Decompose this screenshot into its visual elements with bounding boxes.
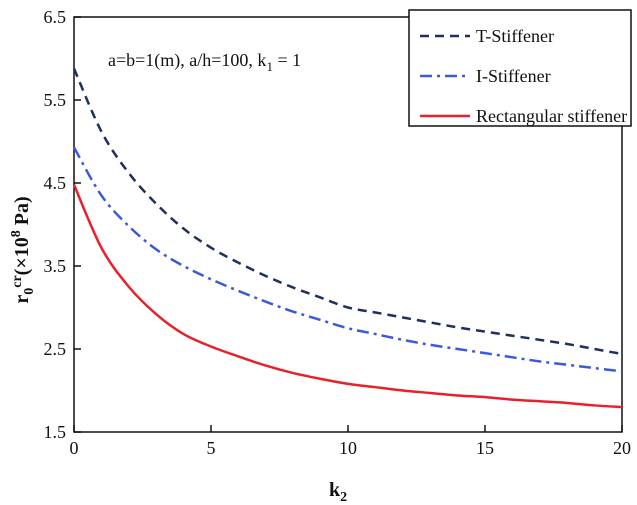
legend-label-i-stiffener: I-Stiffener [476,66,551,86]
x-tick-label: 10 [339,438,357,458]
series-line-i-stiffener [72,146,623,373]
x-tick-label: 15 [476,438,494,458]
legend: T-Stiffener I-Stiffener Rectangular stiffe… [408,9,632,127]
x-tick-label: 0 [70,438,79,458]
x-axis-title: k2 [329,479,347,505]
y-tick-label: 6.5 [44,7,67,27]
y-tick-label: 1.5 [44,422,67,442]
y-tick-label: 4.5 [44,173,67,193]
plot-annotation: a=b=1(m), a/h=100, k1 = 1 [108,50,301,74]
legend-box [408,9,632,127]
axis-ticks: 1.5 2.5 3.5 4.5 5.5 6.5 0 5 10 15 20 [44,7,632,458]
y-axis-title: r0cr(×108 Pa) [9,196,37,303]
series-line-t-stiffener [72,67,623,356]
x-tick-label: 5 [207,438,216,458]
x-tick-label: 20 [613,438,631,458]
series-line-rectangular-stiffener [72,184,623,409]
legend-label-t-stiffener: T-Stiffener [476,26,554,46]
legend-label-rectangular-stiffener: Rectangular stiffener [476,106,627,126]
y-tick-label: 2.5 [44,339,67,359]
y-tick-label: 5.5 [44,90,67,110]
series-layer [72,67,623,409]
y-tick-label: 3.5 [44,256,67,276]
